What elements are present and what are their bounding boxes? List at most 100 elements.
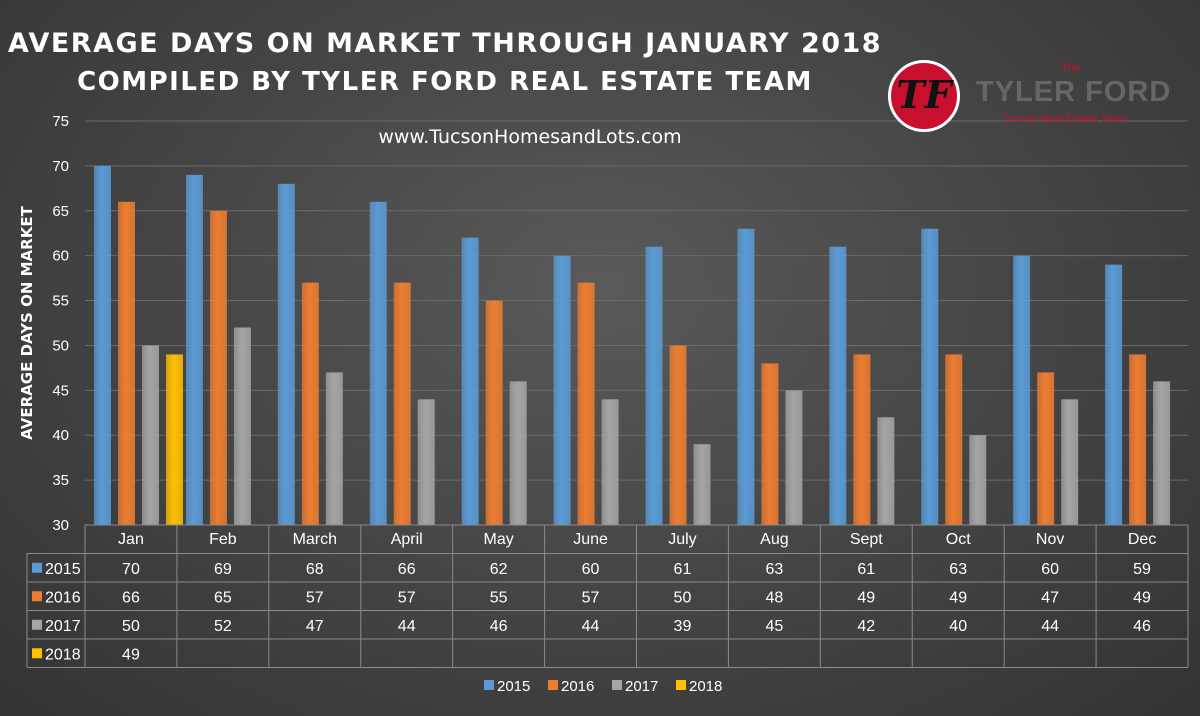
bar-2015-july bbox=[645, 246, 663, 525]
legend-swatch-2015 bbox=[484, 680, 494, 690]
table-cell-value: 63 bbox=[949, 561, 967, 578]
table-series-label: 2016 bbox=[45, 589, 81, 606]
bar-2017-march bbox=[325, 372, 343, 525]
bar-2017-sept bbox=[877, 417, 895, 525]
table-cell-value: 61 bbox=[674, 561, 692, 578]
chart-title: AVERAGE DAYS ON MARKET THROUGH JANUARY 2… bbox=[7, 28, 883, 59]
website-url: www.TucsonHomesandLots.com bbox=[378, 126, 682, 148]
bar-2017-june bbox=[601, 399, 619, 525]
bar-2016-nov bbox=[1037, 372, 1055, 525]
table-cell-value: 46 bbox=[1133, 618, 1151, 635]
table-cell-value: 42 bbox=[857, 618, 875, 635]
table-cell-value: 69 bbox=[214, 561, 232, 578]
table-legend-key bbox=[32, 591, 42, 602]
table-cell-value: 52 bbox=[214, 618, 232, 635]
legend-label-2015: 2015 bbox=[497, 678, 530, 695]
logo-the-text: The bbox=[1061, 62, 1080, 74]
bar-2015-jan bbox=[94, 165, 111, 525]
bar-2015-april bbox=[369, 201, 387, 526]
y-tick-label: 45 bbox=[52, 382, 69, 399]
legend-label-2017: 2017 bbox=[625, 678, 658, 695]
bar-2017-dec bbox=[1153, 381, 1171, 525]
table-legend-key bbox=[32, 562, 42, 573]
legend-swatch-2016 bbox=[548, 680, 558, 690]
table-cell-value: 60 bbox=[1041, 561, 1059, 578]
bar-2016-feb bbox=[209, 210, 227, 525]
table-cell-value: 62 bbox=[490, 561, 508, 578]
bar-2017-oct bbox=[969, 435, 987, 525]
bar-2016-may bbox=[485, 300, 503, 525]
bar-2015-sept bbox=[829, 246, 847, 525]
bar-2017-july bbox=[693, 444, 711, 525]
legend-label-2018: 2018 bbox=[689, 678, 722, 695]
bar-2016-april bbox=[393, 282, 411, 525]
bar-2016-jan bbox=[118, 201, 135, 526]
y-axis-label: AVERAGE DAYS ON MARKET bbox=[18, 206, 36, 440]
x-category-label: Feb bbox=[209, 531, 237, 548]
y-tick-label: 50 bbox=[52, 337, 69, 354]
table-series-label: 2018 bbox=[45, 646, 81, 663]
bar-2015-feb bbox=[185, 174, 203, 525]
bar-2017-may bbox=[509, 381, 527, 525]
bar-2015-may bbox=[461, 237, 479, 525]
bar-2016-aug bbox=[761, 363, 779, 525]
y-tick-label: 30 bbox=[52, 517, 69, 534]
bar-2015-march bbox=[277, 183, 295, 525]
bar-2016-sept bbox=[853, 354, 871, 525]
logo-name-text: TYLER FORD bbox=[976, 76, 1172, 108]
x-category-label: July bbox=[668, 531, 696, 548]
table-cell-value: 70 bbox=[122, 561, 140, 578]
table-cell-value: 65 bbox=[214, 589, 232, 606]
bar-2017-jan bbox=[142, 345, 159, 525]
x-category-label: Nov bbox=[1036, 531, 1064, 548]
x-category-label: Oct bbox=[946, 531, 971, 548]
table-cell-value: 66 bbox=[398, 561, 416, 578]
table-cell-value: 61 bbox=[857, 561, 875, 578]
table-cell-value: 57 bbox=[306, 589, 324, 606]
tyler-ford-logo: TF The TYLER FORD Tucson Real Estate Tea… bbox=[888, 58, 1188, 133]
y-tick-label: 35 bbox=[52, 472, 69, 489]
table-legend-key bbox=[32, 648, 42, 659]
tf-logo-mark: TF bbox=[888, 60, 960, 132]
x-category-label: Sept bbox=[850, 531, 883, 548]
bar-2016-oct bbox=[945, 354, 963, 525]
y-tick-label: 60 bbox=[52, 248, 69, 265]
table-cell-value: 39 bbox=[674, 618, 692, 635]
table-series-label: 2017 bbox=[45, 618, 81, 635]
bar-2017-aug bbox=[785, 390, 803, 525]
x-category-label: Aug bbox=[760, 531, 788, 548]
table-cell-value: 49 bbox=[1133, 589, 1151, 606]
table-cell-value: 55 bbox=[490, 589, 508, 606]
x-category-label: May bbox=[484, 531, 514, 548]
table-cell-value: 44 bbox=[398, 618, 416, 635]
bar-2015-oct bbox=[921, 228, 939, 525]
table-cell-value: 40 bbox=[949, 618, 967, 635]
bar-2018-jan bbox=[166, 354, 183, 525]
y-tick-label: 65 bbox=[52, 203, 69, 220]
x-category-label: Jan bbox=[118, 531, 144, 548]
legend-swatch-2017 bbox=[612, 680, 622, 690]
y-tick-label: 70 bbox=[52, 158, 69, 175]
legend-label-2016: 2016 bbox=[561, 678, 594, 695]
table-cell-value: 45 bbox=[765, 618, 783, 635]
x-category-label: June bbox=[573, 531, 608, 548]
table-cell-value: 49 bbox=[122, 646, 140, 663]
bar-2015-dec bbox=[1105, 264, 1123, 525]
table-series-label: 2015 bbox=[45, 561, 81, 578]
bar-2015-nov bbox=[1013, 255, 1031, 525]
logo-subtitle-text: Tucson Real Estate Team bbox=[1002, 113, 1128, 125]
table-cell-value: 44 bbox=[582, 618, 600, 635]
table-legend-key bbox=[32, 619, 42, 630]
chart-subtitle: COMPILED BY TYLER FORD REAL ESTATE TEAM bbox=[77, 67, 813, 97]
bar-2017-april bbox=[417, 399, 435, 525]
table-cell-value: 57 bbox=[398, 589, 416, 606]
table-cell-value: 66 bbox=[122, 589, 140, 606]
table-cell-value: 50 bbox=[674, 589, 692, 606]
bar-2017-feb bbox=[233, 327, 251, 525]
table-cell-value: 47 bbox=[306, 618, 324, 635]
table-cell-value: 49 bbox=[857, 589, 875, 606]
x-category-label: April bbox=[391, 531, 423, 548]
bar-2016-march bbox=[301, 282, 319, 525]
table-cell-value: 60 bbox=[582, 561, 600, 578]
